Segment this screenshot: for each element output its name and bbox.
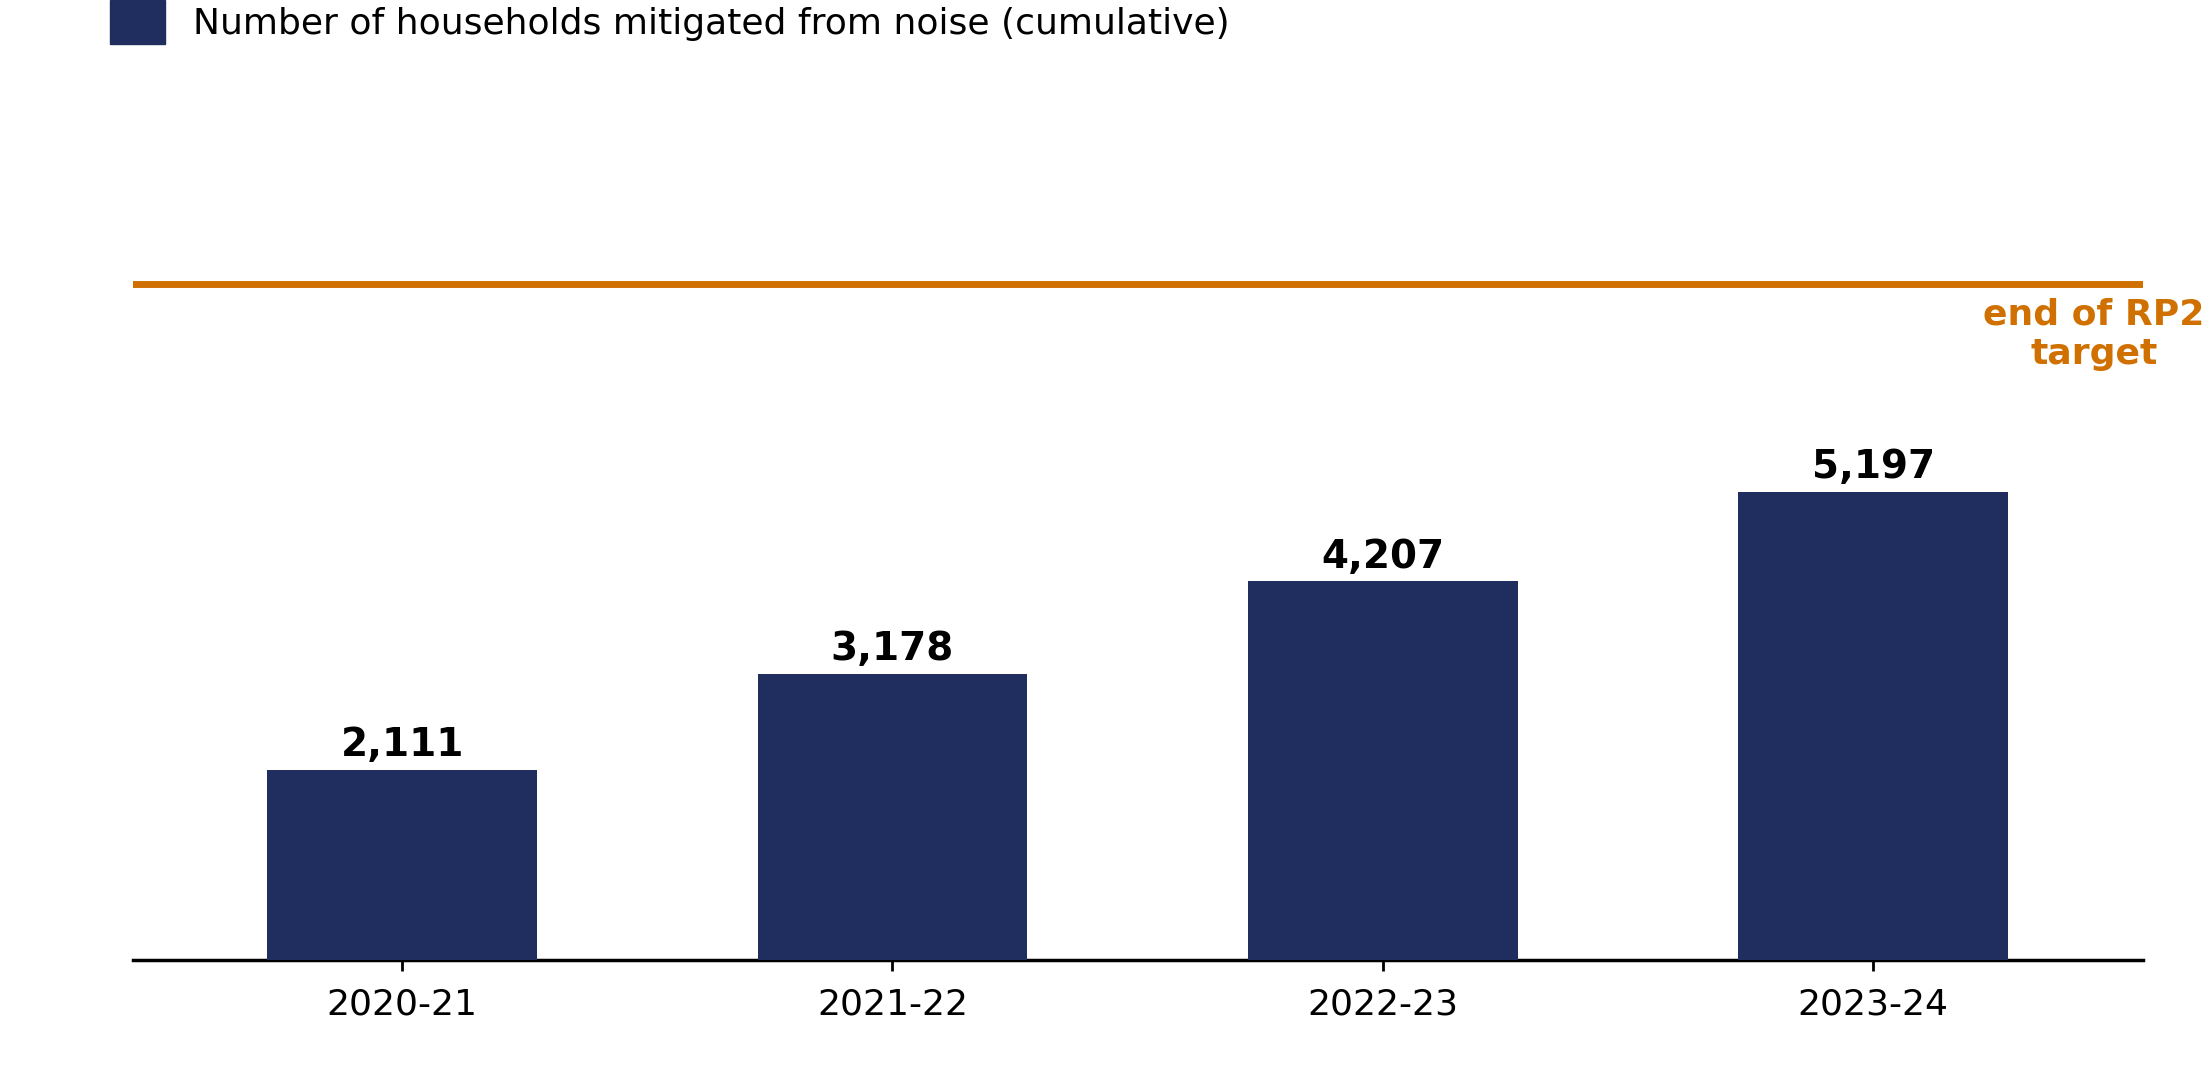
Text: 5,197: 5,197 (1811, 448, 1935, 487)
Text: 4,207: 4,207 (1321, 538, 1445, 576)
Bar (1738, 492, 2008, 960)
Text: 3,178: 3,178 (831, 631, 954, 669)
Text: end of RP2
target: end of RP2 target (1984, 298, 2205, 371)
Bar (1248, 580, 1518, 960)
Text: 2,111: 2,111 (340, 727, 464, 765)
Bar (758, 673, 1027, 960)
Legend: Number of households mitigated from noise (cumulative): Number of households mitigated from nois… (110, 0, 1230, 44)
Bar (267, 770, 537, 960)
